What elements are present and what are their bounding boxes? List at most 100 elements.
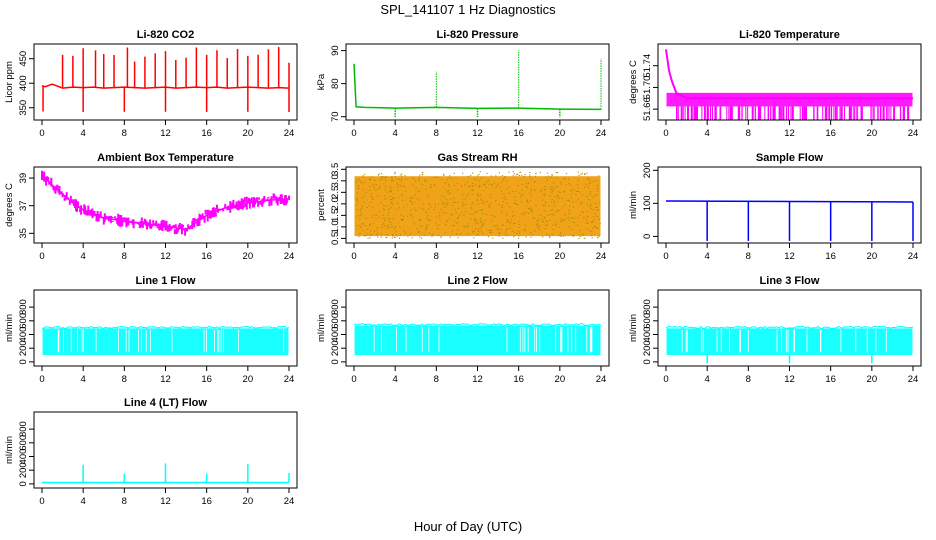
x-tick-label: 12 — [160, 251, 171, 262]
y-tick-label: 200 — [18, 462, 29, 478]
x-tick-label: 12 — [160, 496, 171, 507]
y-tick-label: 100 — [642, 195, 653, 211]
series-gaps — [373, 327, 593, 353]
x-tick-label: 12 — [784, 374, 795, 385]
y-axis-label: degrees C — [4, 183, 15, 227]
y-tick-label: 1.0 — [330, 220, 341, 233]
x-tick-label: 24 — [284, 128, 295, 139]
panel-title: Li-820 Temperature — [739, 29, 840, 41]
x-tick-label: 24 — [908, 128, 919, 139]
x-tick-label: 8 — [746, 128, 751, 139]
y-tick-label: 1.5 — [330, 209, 341, 222]
x-tick-label: 24 — [284, 251, 295, 262]
x-tick-label: 8 — [122, 251, 127, 262]
x-tick-label: 12 — [784, 251, 795, 262]
chart-panel-10: Line 4 (LT) Flow 0 4 8 12 16 20 24 0 200400600800… — [4, 397, 298, 507]
y-tick-label: 2.0 — [330, 197, 341, 210]
y-tick-label: 3.0 — [330, 174, 341, 187]
x-tick-label: 20 — [243, 251, 254, 262]
series-top-edge — [41, 325, 290, 329]
series-gaps — [681, 329, 887, 353]
x-tick-label: 8 — [434, 251, 439, 262]
plot-area — [353, 50, 602, 118]
y-tick-label: 2.5 — [330, 186, 341, 199]
plot-area — [42, 463, 290, 484]
y-tick-label: 51.74 — [642, 54, 653, 78]
x-tick-label: 4 — [705, 128, 710, 139]
x-tick-label: 16 — [201, 374, 212, 385]
y-axis-label: kPa — [316, 73, 327, 90]
y-tick-label: 350 — [18, 100, 29, 116]
series-top-edge — [665, 325, 914, 329]
y-tick-label: 200 — [642, 340, 653, 356]
series-noise — [355, 171, 601, 239]
series-line — [665, 200, 914, 203]
plot-area — [665, 200, 914, 241]
x-tick-label: 4 — [393, 251, 398, 262]
chart-panel-8: Line 2 Flow 0 4 8 12 16 20 24 0 200400600800ml/mi… — [316, 275, 610, 385]
x-tick-label: 16 — [825, 128, 836, 139]
y-tick-label: 51.66 — [642, 97, 653, 121]
x-tick-label: 20 — [243, 374, 254, 385]
x-tick-label: 0 — [39, 251, 44, 262]
x-tick-label: 0 — [351, 374, 356, 385]
x-tick-label: 12 — [160, 374, 171, 385]
chart-panel-2: Li-820 Pressure 0 4 8 12 16 20 24 70 80 90 kPa — [316, 29, 610, 139]
figure-x-axis-label: Hour of Day (UTC) — [414, 519, 522, 534]
chart-panel-5: Gas Stream RH0 4 8 12 16 20 240.51.01.52.02.53… — [316, 152, 610, 262]
y-tick-label: 0.5 — [330, 232, 341, 245]
y-tick-label: 400 — [18, 75, 29, 91]
x-tick-label: 24 — [284, 496, 295, 507]
plot-area — [353, 323, 602, 356]
y-tick-label: 800 — [18, 421, 29, 437]
y-axis-label: ml/min — [628, 314, 639, 342]
x-tick-label: 24 — [596, 374, 607, 385]
x-tick-label: 4 — [81, 374, 86, 385]
x-tick-label: 20 — [867, 251, 878, 262]
y-tick-label: 0 — [330, 359, 341, 364]
y-tick-label: 90 — [330, 45, 341, 56]
y-tick-label: 200 — [18, 340, 29, 356]
y-axis-label: degrees C — [628, 60, 639, 104]
y-tick-label: 70 — [330, 111, 341, 122]
y-tick-label: 0 — [642, 234, 653, 239]
x-tick-label: 8 — [122, 496, 127, 507]
panel-title: Li-820 Pressure — [437, 29, 519, 41]
y-tick-label: 0 — [18, 359, 29, 364]
x-tick-label: 0 — [39, 496, 44, 507]
x-tick-label: 20 — [555, 128, 566, 139]
x-tick-label: 0 — [663, 128, 668, 139]
y-tick-label: 800 — [330, 299, 341, 315]
y-tick-label: 3.5 — [330, 163, 341, 176]
x-tick-label: 16 — [201, 251, 212, 262]
x-tick-label: 0 — [351, 251, 356, 262]
x-tick-label: 24 — [908, 251, 919, 262]
y-tick-label: 37 — [18, 200, 29, 211]
y-tick-label: 0 — [18, 481, 29, 486]
chart-panel-7: Line 1 Flow 0 4 8 12 16 20 24 0 200400600800ml/mi… — [4, 275, 298, 385]
x-tick-label: 0 — [351, 128, 356, 139]
x-tick-label: 12 — [472, 374, 483, 385]
series-line — [41, 83, 290, 89]
x-tick-label: 0 — [663, 374, 668, 385]
x-tick-label: 12 — [784, 128, 795, 139]
series-band — [666, 92, 913, 107]
panel-title: Line 3 Flow — [760, 275, 820, 287]
plot-area — [41, 47, 290, 113]
y-axis-label: percent — [316, 189, 327, 221]
y-tick-label: 35 — [18, 228, 29, 239]
y-tick-label: 0 — [642, 359, 653, 364]
x-tick-label: 8 — [434, 374, 439, 385]
x-tick-label: 4 — [81, 128, 86, 139]
y-tick-label: 51.70 — [642, 76, 653, 100]
chart-panel-4: Ambient Box Temperature 0 4 8 12 16 20 24 35 37 39… — [4, 152, 298, 262]
x-tick-label: 24 — [284, 374, 295, 385]
y-tick-label: 200 — [642, 162, 653, 178]
panel-title: Line 1 Flow — [136, 275, 196, 287]
series-gaps — [57, 329, 285, 353]
series-band — [354, 325, 601, 356]
x-tick-label: 16 — [825, 374, 836, 385]
x-tick-label: 12 — [160, 128, 171, 139]
x-tick-label: 4 — [705, 374, 710, 385]
